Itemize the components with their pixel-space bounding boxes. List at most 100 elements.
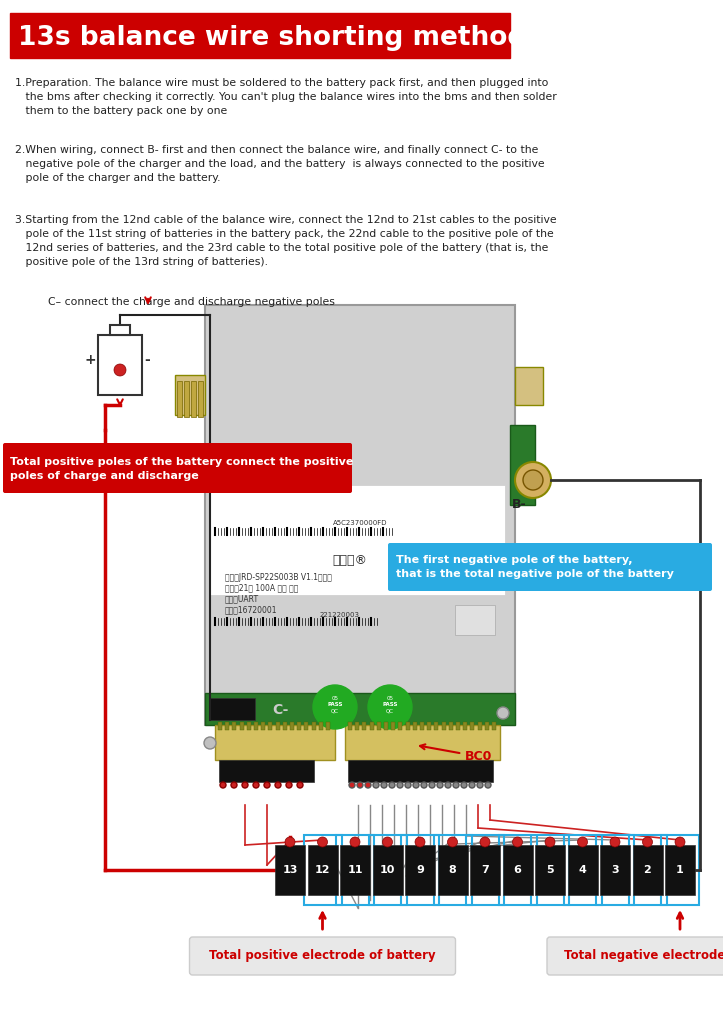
Bar	[219, 760, 314, 782]
Circle shape	[643, 837, 652, 847]
Bar	[283, 722, 287, 730]
Bar	[232, 722, 236, 730]
Circle shape	[349, 782, 355, 788]
Bar	[628, 835, 667, 905]
Circle shape	[220, 782, 226, 788]
Circle shape	[453, 782, 459, 788]
Bar	[268, 722, 273, 730]
Bar	[98, 335, 142, 395]
Text: 05: 05	[387, 696, 393, 701]
Bar	[210, 485, 505, 595]
Circle shape	[445, 782, 451, 788]
Text: A5C2370000FD: A5C2370000FD	[333, 520, 388, 526]
Bar	[10, 13, 510, 58]
Bar	[427, 722, 431, 730]
Bar	[198, 381, 203, 417]
Bar	[184, 381, 189, 417]
Bar	[420, 722, 424, 730]
Circle shape	[275, 782, 281, 788]
Circle shape	[578, 837, 588, 847]
Bar	[225, 722, 229, 730]
Bar	[435, 722, 438, 730]
Bar	[348, 722, 352, 730]
Bar	[205, 305, 515, 725]
Text: C-: C-	[272, 703, 288, 717]
Circle shape	[675, 837, 685, 847]
Circle shape	[480, 837, 490, 847]
Bar	[442, 722, 445, 730]
Text: Total negative electrode of battery: Total negative electrode of battery	[564, 949, 723, 963]
Bar	[398, 722, 403, 730]
Bar	[492, 722, 496, 730]
Text: BC0: BC0	[420, 744, 492, 763]
Bar	[369, 722, 374, 730]
Circle shape	[285, 837, 295, 847]
Bar	[177, 381, 182, 417]
Circle shape	[382, 837, 393, 847]
Bar	[391, 722, 395, 730]
Bar	[535, 845, 565, 895]
Bar	[510, 425, 535, 505]
Bar	[340, 845, 370, 895]
Circle shape	[477, 782, 483, 788]
Circle shape	[515, 462, 551, 498]
Circle shape	[373, 782, 379, 788]
Bar	[563, 835, 602, 905]
Bar	[362, 722, 367, 730]
Bar	[290, 722, 294, 730]
Circle shape	[297, 782, 303, 788]
Circle shape	[317, 837, 328, 847]
Bar	[633, 845, 662, 895]
Text: 9: 9	[416, 865, 424, 874]
Bar	[485, 722, 489, 730]
Bar	[449, 722, 453, 730]
Circle shape	[437, 782, 443, 788]
Circle shape	[313, 685, 357, 729]
Circle shape	[114, 364, 126, 376]
Circle shape	[365, 782, 371, 788]
Text: 3: 3	[611, 865, 619, 874]
Bar	[372, 845, 403, 895]
Text: 3.Starting from the 12nd cable of the balance wire, connect the 12nd to 21st cab: 3.Starting from the 12nd cable of the ba…	[15, 215, 557, 267]
Bar	[413, 722, 416, 730]
Circle shape	[231, 782, 237, 788]
Bar	[384, 722, 388, 730]
Text: Total positive poles of the battery connect the positive
poles of charge and dis: Total positive poles of the battery conn…	[10, 457, 354, 481]
Circle shape	[381, 782, 387, 788]
Text: Total positive electrode of battery: Total positive electrode of battery	[209, 949, 436, 963]
Bar	[304, 722, 309, 730]
Text: 2: 2	[643, 865, 651, 874]
Bar	[326, 722, 330, 730]
Text: +: +	[85, 353, 96, 367]
Text: 嘉佰达®: 嘉佰达®	[333, 554, 367, 566]
Bar	[215, 725, 335, 760]
Text: QC: QC	[331, 709, 339, 714]
Text: QC: QC	[386, 709, 394, 714]
Text: 品号：16720001: 品号：16720001	[225, 605, 278, 614]
Bar	[531, 835, 569, 905]
Text: 6: 6	[513, 865, 521, 874]
Text: 13s balance wire shorting method: 13s balance wire shorting method	[18, 25, 526, 51]
Bar	[205, 693, 515, 725]
Circle shape	[253, 782, 259, 788]
Text: -: -	[144, 353, 150, 367]
Bar	[434, 835, 471, 905]
Circle shape	[397, 782, 403, 788]
Bar	[218, 722, 222, 730]
Bar	[470, 845, 500, 895]
Text: 型号：JRD-SP22S003B V1.1聚合物: 型号：JRD-SP22S003B V1.1聚合物	[225, 572, 332, 582]
FancyBboxPatch shape	[189, 937, 455, 975]
Text: 13: 13	[282, 865, 298, 874]
Bar	[312, 722, 316, 730]
Bar	[466, 835, 504, 905]
Bar	[463, 722, 467, 730]
Text: 规格：21串 100A 同口 均衡: 规格：21串 100A 同口 均衡	[225, 584, 299, 593]
Circle shape	[523, 470, 543, 490]
Text: 221220003: 221220003	[320, 612, 360, 618]
Bar	[275, 845, 305, 895]
Bar	[304, 835, 341, 905]
Text: PASS: PASS	[328, 702, 343, 708]
Circle shape	[389, 782, 395, 788]
Bar	[239, 722, 244, 730]
Circle shape	[513, 837, 523, 847]
